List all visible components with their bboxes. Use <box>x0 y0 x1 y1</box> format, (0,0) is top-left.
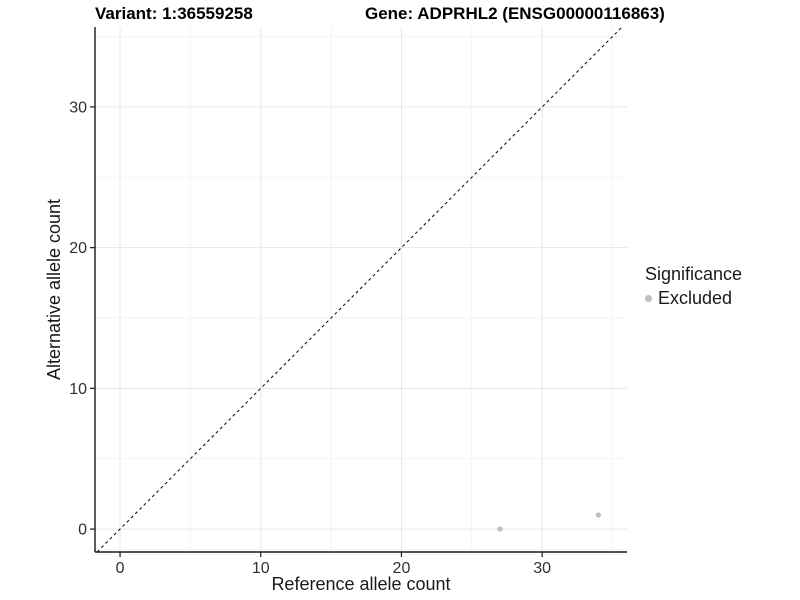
data-point <box>497 526 503 532</box>
plot-title-gene: Gene: ADPRHL2 (ENSG00000116863) <box>365 4 665 23</box>
x-tick-label: 30 <box>533 560 551 577</box>
x-tick-label: 0 <box>116 560 125 577</box>
x-tick-label: 20 <box>393 560 411 577</box>
y-axis-title: Alternative allele count <box>44 199 64 380</box>
x-tick-label: 10 <box>252 560 270 577</box>
legend-point-icon <box>645 294 652 302</box>
plot-title-variant: Variant: 1:36559258 <box>95 4 253 23</box>
legend-item: Excluded <box>645 287 742 309</box>
y-tick-label: 10 <box>69 381 87 398</box>
identity-reference-line <box>96 26 623 553</box>
y-tick-label: 20 <box>69 240 87 257</box>
y-tick-label: 30 <box>69 99 87 116</box>
legend: Significance Excluded <box>645 263 742 309</box>
data-point <box>595 512 602 518</box>
y-tick-label: 0 <box>78 522 87 539</box>
x-axis-title: Reference allele count <box>271 574 450 594</box>
legend-item-label: Excluded <box>658 288 733 308</box>
legend-title: Significance <box>645 264 743 284</box>
